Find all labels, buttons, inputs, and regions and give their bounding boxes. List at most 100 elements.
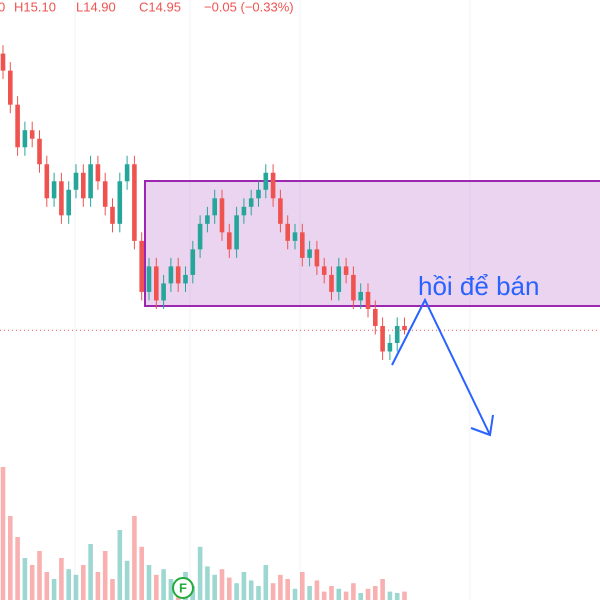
volume-bar bbox=[146, 565, 152, 600]
candle-body bbox=[321, 266, 327, 275]
candle-body bbox=[15, 104, 20, 148]
volume-bar bbox=[95, 572, 101, 600]
volume-bar bbox=[343, 591, 349, 600]
volume-bar bbox=[270, 583, 276, 600]
volume-bar bbox=[132, 516, 137, 600]
volume-bar bbox=[241, 572, 247, 600]
candle-body bbox=[343, 266, 349, 275]
candle-body bbox=[73, 172, 79, 190]
candle-body bbox=[241, 206, 247, 216]
volume-bar bbox=[263, 565, 269, 600]
header-change: −0.05 (−0.33%) bbox=[204, 0, 294, 14]
volume-bar bbox=[336, 588, 342, 600]
candle-body bbox=[278, 198, 283, 224]
candle-body bbox=[351, 274, 356, 301]
volume-bar bbox=[110, 579, 115, 600]
candle-body bbox=[81, 172, 86, 199]
volume-bar bbox=[285, 579, 290, 600]
candle-body bbox=[329, 274, 334, 292]
volume-bar bbox=[59, 558, 64, 600]
candle-body bbox=[358, 291, 363, 301]
candle-body bbox=[248, 198, 254, 207]
candle-body bbox=[146, 266, 152, 292]
candle-body bbox=[37, 138, 42, 165]
volume-bar bbox=[278, 574, 283, 600]
annotation: hồi để bán bbox=[418, 271, 539, 301]
volume-bar bbox=[37, 551, 42, 600]
candle-body bbox=[59, 181, 64, 216]
candle-body bbox=[175, 266, 181, 284]
volume-bar bbox=[380, 579, 385, 600]
volume-bar bbox=[117, 530, 123, 600]
volume-bar bbox=[73, 574, 79, 600]
candle-body bbox=[402, 325, 407, 331]
candle-body bbox=[95, 164, 101, 182]
volume-bar bbox=[168, 579, 174, 600]
candle-body bbox=[88, 164, 93, 199]
candle-body bbox=[132, 164, 137, 241]
volume-bar bbox=[256, 586, 261, 600]
volume-bar bbox=[402, 591, 407, 600]
vertical-grid bbox=[74, 0, 471, 600]
candle-body bbox=[212, 198, 217, 216]
volume-bar bbox=[351, 583, 356, 600]
candle-body bbox=[0, 53, 6, 71]
candle-body bbox=[300, 232, 305, 258]
volume-bar bbox=[29, 565, 35, 600]
candle-body bbox=[8, 70, 13, 105]
volume-bar bbox=[81, 565, 86, 600]
volume-bar bbox=[365, 588, 371, 600]
candle-body bbox=[117, 181, 123, 224]
header: 0 H15.10 L14.90 C14.95 −0.05 (−0.33%) bbox=[0, 0, 294, 14]
candle-body bbox=[51, 181, 57, 199]
candle-body bbox=[219, 198, 225, 233]
candle-body bbox=[168, 266, 174, 284]
candle-body bbox=[197, 223, 203, 250]
volume-bar bbox=[190, 586, 196, 600]
candle-body bbox=[387, 342, 393, 352]
volume-bar bbox=[88, 544, 93, 600]
candle-body bbox=[365, 291, 371, 309]
candle-body bbox=[190, 249, 196, 275]
volume-bar bbox=[307, 586, 312, 600]
volume-bar bbox=[300, 572, 305, 600]
volume-bar bbox=[139, 546, 144, 600]
volume-bar bbox=[321, 591, 327, 600]
volume-bar bbox=[161, 569, 166, 600]
volume-bar bbox=[66, 569, 71, 600]
volume-bar bbox=[44, 572, 50, 600]
candle-body bbox=[380, 325, 385, 352]
arrow-drawing bbox=[391, 297, 494, 437]
arrow-path bbox=[391, 297, 491, 436]
candle-body bbox=[285, 223, 290, 241]
volume-bar bbox=[329, 586, 334, 600]
candle-body bbox=[139, 240, 144, 292]
header-open: 0 bbox=[0, 0, 5, 14]
volume-bar bbox=[102, 551, 108, 600]
candle-body bbox=[234, 215, 239, 250]
candle-body bbox=[373, 308, 378, 326]
volume-bar bbox=[8, 516, 13, 600]
candle-body bbox=[256, 189, 261, 199]
event-marker-circle bbox=[172, 577, 194, 599]
volume-bar bbox=[124, 560, 130, 600]
volume-bar bbox=[197, 546, 203, 600]
volume-bar bbox=[394, 593, 400, 600]
candle-body bbox=[161, 283, 166, 301]
marks bbox=[0, 45, 600, 600]
candle-body bbox=[183, 274, 188, 284]
candle-body bbox=[44, 164, 50, 199]
volume-bar bbox=[314, 580, 320, 600]
volume-bar bbox=[0, 467, 6, 600]
volume-bar bbox=[227, 577, 232, 600]
candle-body bbox=[314, 249, 320, 267]
header-low: L14.90 bbox=[76, 0, 116, 14]
candle-body bbox=[336, 266, 342, 292]
volume-bar bbox=[248, 580, 254, 600]
candle-body bbox=[394, 325, 400, 343]
candle-body bbox=[263, 172, 269, 190]
candle-body bbox=[227, 232, 232, 250]
volume-bar bbox=[205, 566, 210, 600]
volume-bar bbox=[292, 588, 298, 600]
